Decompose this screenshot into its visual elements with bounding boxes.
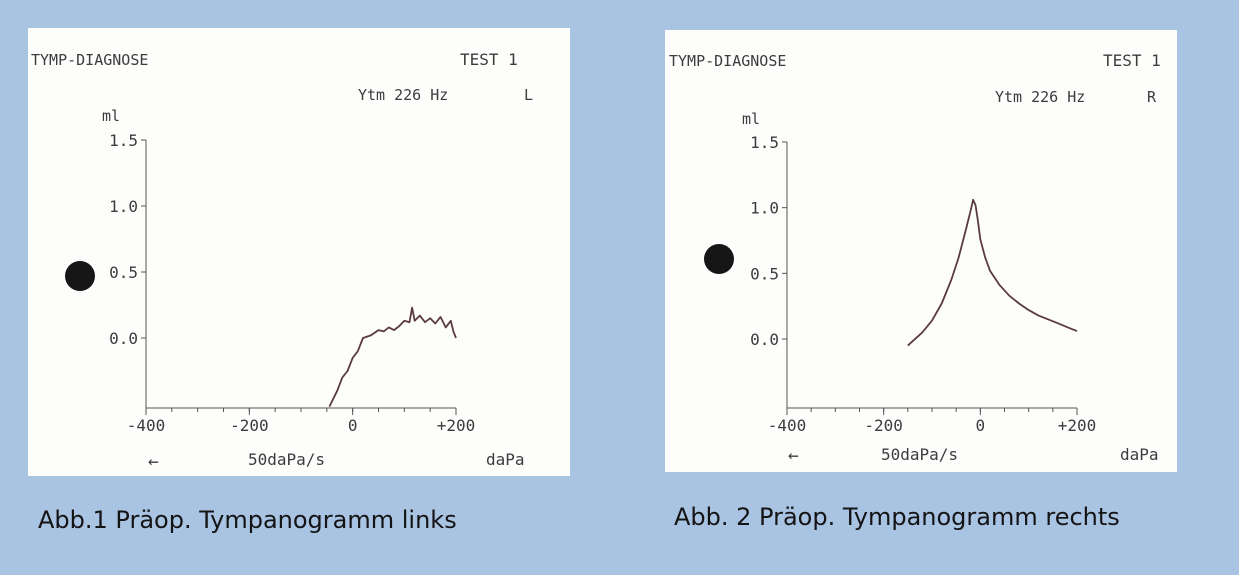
x-tick-label: -200 [230,416,269,435]
test-label: TEST 1 [1103,51,1161,70]
direction-arrow: ← [148,451,159,472]
x-tick-label: -400 [768,416,807,435]
tympanogram-curve [328,306,457,407]
x-axis-unit: daPa [486,450,525,469]
direction-arrow: ← [788,445,799,466]
x-tick-label: -400 [127,416,166,435]
y-axis-unit: ml [102,107,120,125]
x-tick-label: 0 [348,416,358,435]
ear-marker-dot [65,261,95,291]
x-tick-label: +200 [437,416,476,435]
frequency-label: Ytm 226 Hz [358,86,448,104]
y-tick-label: 0.0 [750,330,779,349]
frequency-label: Ytm 226 Hz [995,88,1085,106]
tympanogram-chart-left: TYMP-DIAGNOSE TEST 1 Ytm 226 Hz L ml ← 5… [31,50,533,472]
ear-marker-dot [704,244,734,274]
y-tick-label: 1.0 [109,197,138,216]
figure-caption-right: Abb. 2 Präop. Tympanogramm rechts [674,503,1120,531]
x-tick-label: -200 [864,416,903,435]
rate-label: 50daPa/s [248,450,325,469]
y-axis-unit: ml [742,110,760,128]
y-tick-label: 1.5 [750,133,779,152]
y-tick-label: 0.0 [109,329,138,348]
y-tick-label: 1.5 [109,131,138,150]
tympanogram-panel-right: TYMP-DIAGNOSE TEST 1 Ytm 226 Hz R ml ← 5… [665,30,1177,472]
ear-label: R [1147,88,1157,106]
figure-caption-left: Abb.1 Präop. Tympanogramm links [38,506,457,534]
tympanogram-panel-left: TYMP-DIAGNOSE TEST 1 Ytm 226 Hz L ml ← 5… [28,28,570,476]
x-tick-label: 0 [976,416,986,435]
chart-title: TYMP-DIAGNOSE [669,52,786,70]
ear-label: L [524,86,533,104]
test-label: TEST 1 [460,50,518,69]
chart-title: TYMP-DIAGNOSE [31,51,148,69]
tympanogram-curve [907,198,1078,347]
x-tick-label: +200 [1058,416,1097,435]
tympanogram-chart-right: TYMP-DIAGNOSE TEST 1 Ytm 226 Hz R ml ← 5… [669,51,1161,466]
y-tick-label: 0.5 [750,264,779,283]
y-tick-label: 1.0 [750,199,779,218]
rate-label: 50daPa/s [881,445,958,464]
y-tick-label: 0.5 [109,263,138,282]
x-axis-unit: daPa [1120,445,1159,464]
